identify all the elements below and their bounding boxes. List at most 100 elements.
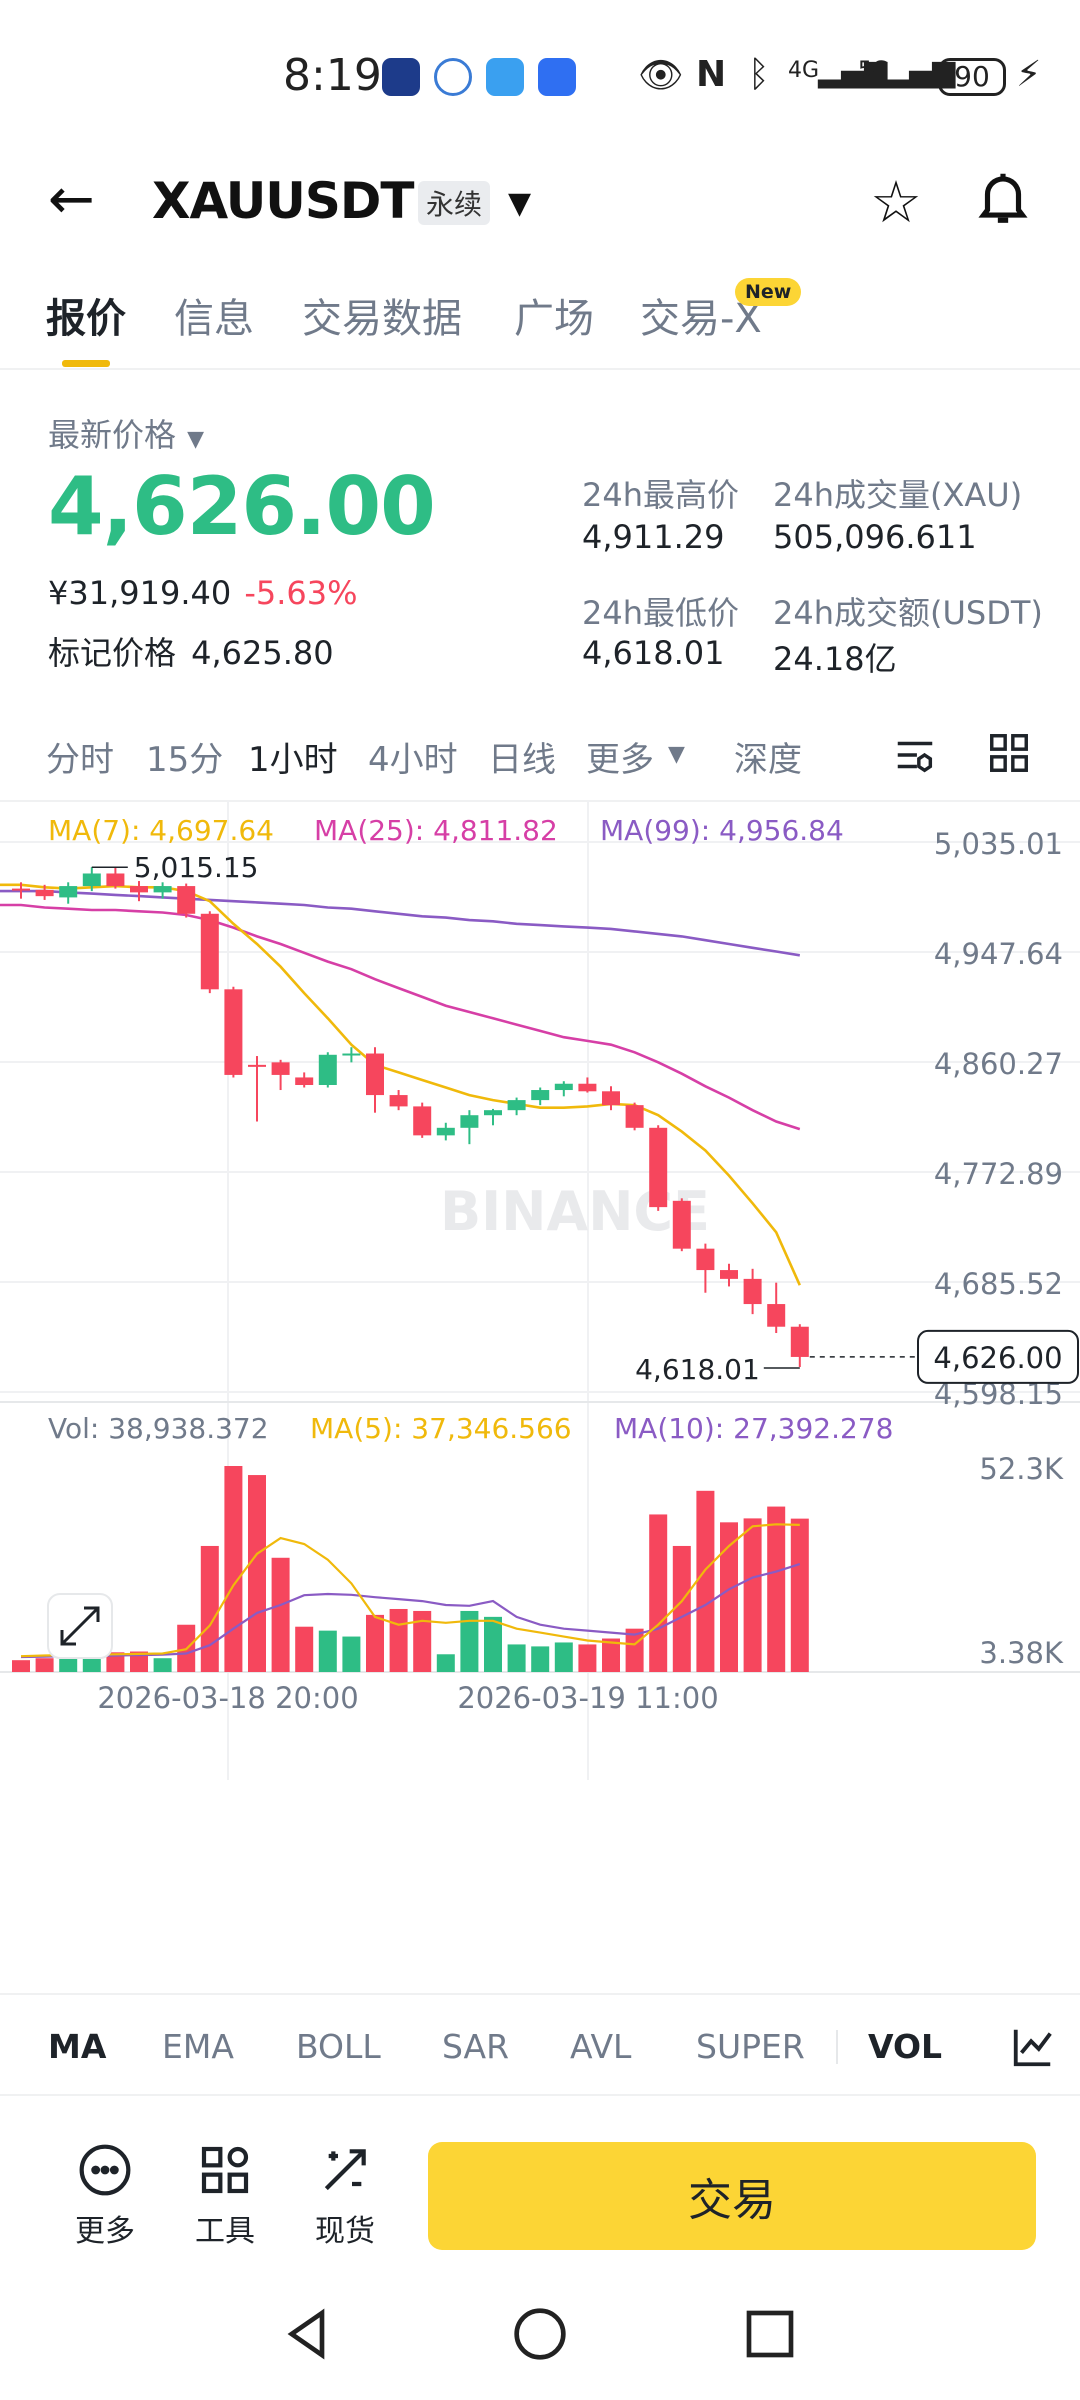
indicator-vol[interactable]: VOL <box>868 2027 943 2066</box>
mark-price-label: 标记价格 <box>48 634 177 672</box>
candle-body <box>295 1077 314 1085</box>
volume-bar <box>413 1610 432 1672</box>
candle-body <box>318 1054 337 1085</box>
candle-body <box>578 1083 597 1092</box>
volume-bar <box>743 1518 762 1672</box>
candle-body <box>106 873 125 887</box>
interval-tab-line[interactable]: 分时 <box>46 740 114 780</box>
more-label: 更多 <box>75 2214 135 2249</box>
tools-button[interactable]: 工具 <box>180 2142 270 2250</box>
indicator-super[interactable]: SUPER <box>696 2027 805 2066</box>
nav-home-icon[interactable] <box>512 2306 568 2362</box>
x-axis-label: 2026-03-18 20:00 <box>97 1681 358 1715</box>
indicator-ema[interactable]: EMA <box>162 2027 234 2066</box>
interval-tab-depth[interactable]: 深度 <box>734 740 802 780</box>
price-tick-label: 4,685.52 <box>934 1267 1063 1301</box>
status-time: 8:19 <box>283 50 382 101</box>
tab-quote[interactable]: 报价 <box>46 296 126 342</box>
bell-icon[interactable] <box>972 166 1034 228</box>
vol-ma10-line <box>20 1563 801 1659</box>
price-change: -5.63% <box>244 574 358 612</box>
more-dropdown-icon[interactable]: ▼ <box>668 742 685 767</box>
nav-back-icon[interactable] <box>280 2306 336 2362</box>
binance-watermark: BINANCE <box>440 1180 710 1243</box>
price-tick-label: 4,772.89 <box>934 1157 1063 1191</box>
active-tab-indicator <box>62 360 110 367</box>
chart-grid <box>0 800 1080 1780</box>
interval-tab-15m[interactable]: 15分 <box>146 740 224 780</box>
trade-button[interactable]: 交易 <box>428 2142 1036 2250</box>
candle-body <box>82 873 101 887</box>
symbol-title[interactable]: XAUUSDT <box>152 172 415 230</box>
candle-body <box>625 1105 644 1128</box>
nav-recents-icon[interactable] <box>742 2306 798 2362</box>
volume-bar <box>602 1638 620 1672</box>
volume-ma-lines <box>20 1523 801 1659</box>
candle-body <box>366 1053 384 1096</box>
volume-bar <box>295 1626 314 1672</box>
volume-bar <box>460 1610 479 1672</box>
volume-bar <box>12 1660 30 1672</box>
volume-bar <box>200 1545 219 1672</box>
price-axis: 5,035.01 4,947.64 4,860.27 4,772.89 4,685.52… <box>91 827 1079 1715</box>
low-value: 4,618.01 <box>582 634 725 672</box>
volume-bar <box>790 1518 809 1672</box>
low-marker-label: 4,618.01 <box>635 1353 760 1386</box>
interval-tab-1d[interactable]: 日线 <box>488 740 556 780</box>
candle <box>271 1059 290 1091</box>
tab-square[interactable]: 广场 <box>514 296 594 342</box>
expand-chart-button[interactable] <box>47 1593 113 1659</box>
volume-bar <box>224 1466 243 1672</box>
indicator-ma[interactable]: MA <box>48 2027 107 2066</box>
browser-notification-icon <box>434 58 472 96</box>
back-arrow-icon[interactable]: ← <box>48 167 95 232</box>
candle-body <box>177 886 196 914</box>
favorite-star-icon[interactable]: ☆ <box>870 168 922 236</box>
volume-bar <box>436 1654 455 1672</box>
candle-body <box>12 888 30 891</box>
tab-info[interactable]: 信息 <box>174 296 254 342</box>
layout-grid-icon[interactable] <box>986 730 1032 776</box>
tabs-divider <box>0 368 1080 370</box>
x-axis-label: 2026-03-19 11:00 <box>457 1681 718 1715</box>
candle-body <box>271 1062 290 1075</box>
more-button[interactable]: 更多 <box>60 2142 150 2250</box>
indicator-settings-icon[interactable] <box>1010 2024 1056 2070</box>
candle <box>578 1077 597 1093</box>
volume-bar <box>106 1652 125 1672</box>
nfc-icon: N <box>696 54 727 95</box>
volume-bar <box>389 1608 408 1672</box>
indicator-boll[interactable]: BOLL <box>296 2027 381 2066</box>
candle-body <box>153 886 172 893</box>
last-price: 4,626.00 <box>48 460 436 553</box>
ma7-legend: MA(7): 4,697.64 <box>48 814 274 847</box>
interval-tab-4h[interactable]: 4小时 <box>368 740 458 780</box>
last-price-label-row[interactable]: 最新价格 ▼ <box>48 410 204 456</box>
candle <box>696 1243 715 1293</box>
indicator-avl[interactable]: AVL <box>570 2027 632 2066</box>
interval-tab-1h[interactable]: 1小时 <box>248 740 338 780</box>
candle-body <box>342 1053 361 1056</box>
contract-type-badge: 永续 <box>418 181 491 225</box>
volume-bar <box>554 1642 573 1672</box>
amount-value: 24.18亿 <box>773 640 897 678</box>
app-notification-icon <box>382 58 420 96</box>
volume-bar <box>35 1658 54 1672</box>
price-chart[interactable]: BINANCE 5,035.01 4,947.64 4,860.27 4,772.89… <box>0 800 1080 1990</box>
candle-body <box>59 886 78 898</box>
candle-body <box>720 1270 738 1279</box>
current-price-box <box>917 1329 1079 1384</box>
tab-trading-data[interactable]: 交易数据 <box>302 296 462 342</box>
flash-notification-icon <box>538 58 576 96</box>
interval-tab-more[interactable]: 更多 <box>586 740 654 780</box>
indicator-sar[interactable]: SAR <box>442 2027 510 2066</box>
candle-body <box>602 1091 620 1106</box>
symbol-dropdown-icon[interactable]: ▼ <box>508 186 532 221</box>
spot-button[interactable]: 现货 <box>300 2142 390 2250</box>
last-price-dropdown-icon: ▼ <box>187 427 205 452</box>
chart-settings-icon[interactable] <box>892 732 938 778</box>
candle <box>342 1047 361 1063</box>
volume-bars <box>12 1466 809 1672</box>
volume-bar <box>342 1636 361 1672</box>
volume-value: 505,096.611 <box>773 518 977 556</box>
